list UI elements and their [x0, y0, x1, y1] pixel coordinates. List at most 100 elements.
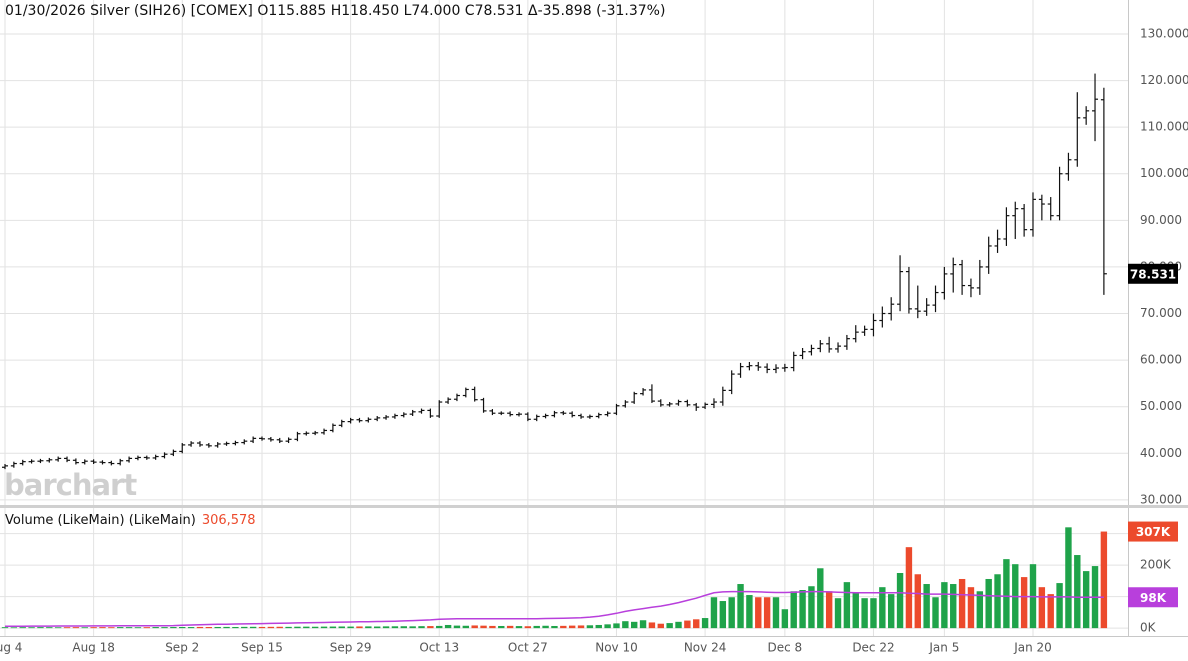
ohlc-bar	[303, 431, 310, 436]
x-tick-label: Jan 20	[1013, 641, 1052, 655]
volume-bar	[790, 591, 797, 629]
ohlc-bar	[214, 442, 221, 448]
volume-bar	[462, 625, 470, 629]
ohlc-bar	[312, 430, 319, 436]
volume-bar	[958, 578, 966, 629]
x-tick-label: Aug 4	[0, 641, 22, 655]
volume-bar	[861, 598, 868, 629]
volume-ma-badge-box	[1128, 587, 1178, 608]
ohlc-bar	[1065, 152, 1072, 181]
ohlc-bar	[950, 257, 957, 293]
volume-bar	[117, 627, 124, 629]
y-tick-label: 50.000	[1140, 399, 1182, 413]
volume-bar	[631, 621, 638, 629]
y-tick-label: 40.000	[1140, 446, 1182, 460]
ohlc-bar	[321, 428, 328, 435]
ohlc-bar	[152, 454, 159, 460]
ohlc-bar	[55, 456, 62, 462]
ohlc-bar	[772, 364, 779, 374]
ohlc-bar	[498, 411, 505, 416]
volume-bar	[143, 627, 150, 629]
volume-bar	[905, 547, 913, 629]
volume-bar	[1082, 571, 1090, 629]
ohlc-bar	[409, 409, 416, 417]
ohlc-bar	[453, 393, 460, 402]
ohlc-bar	[72, 458, 79, 465]
ohlc-bar	[418, 408, 425, 414]
volume-bar	[320, 626, 328, 629]
volume-bar	[258, 626, 266, 629]
ohlc-bar	[134, 455, 141, 461]
volume-bar	[232, 626, 239, 629]
ohlc-bar	[578, 413, 585, 419]
volume-bar	[249, 626, 257, 629]
ohlc-bar	[90, 459, 97, 465]
ohlc-bar	[1047, 197, 1054, 221]
volume-bar	[834, 598, 842, 629]
volume-label: Volume (LikeMain) (LikeMain)	[5, 513, 196, 528]
volume-bar	[81, 627, 88, 629]
volume-bar	[950, 584, 957, 629]
y-tick-label: 70.000	[1140, 306, 1182, 320]
y-tick-label: 30.000	[1140, 492, 1182, 506]
volume-bar	[1003, 559, 1010, 629]
ohlc-bar	[693, 402, 700, 411]
volume-bar	[799, 590, 806, 629]
volume-bar	[54, 627, 62, 629]
volume-bar	[701, 618, 709, 629]
ohlc-bar	[188, 441, 195, 447]
volume-bar	[170, 627, 177, 629]
volume-bar	[843, 582, 851, 629]
ohlc-bar	[1003, 207, 1010, 246]
volume-bar	[382, 626, 390, 629]
ohlc-bar	[19, 459, 26, 466]
volume-bar	[241, 626, 248, 629]
ohlc-bar	[835, 342, 842, 353]
ohlc-bar	[648, 384, 655, 403]
volume-bar	[896, 573, 904, 629]
ohlc-bar	[161, 452, 168, 459]
ohlc-bar	[702, 402, 709, 410]
ohlc-bar	[462, 387, 469, 398]
ohlc-bar	[1029, 192, 1036, 237]
volume-bar	[10, 627, 18, 629]
volume-bar	[755, 597, 762, 629]
ohlc-bar	[28, 459, 35, 464]
volume-bar	[37, 627, 44, 629]
volume-bar	[436, 625, 443, 629]
x-tick-label: Oct 13	[419, 641, 459, 655]
x-tick-label: Dec 8	[768, 641, 803, 655]
volume-bar	[506, 625, 514, 629]
volume-bar	[1056, 583, 1063, 629]
ohlc-bar	[179, 443, 186, 454]
ohlc-bar	[250, 436, 257, 444]
ohlc-bar	[196, 441, 203, 447]
y-tick-label: 90.000	[1140, 213, 1182, 227]
ohlc-bar	[515, 412, 522, 417]
ohlc-bar	[285, 437, 292, 444]
ohlc-bar	[99, 460, 106, 465]
x-tick-label: Sep 15	[241, 641, 283, 655]
volume-bar	[542, 625, 549, 629]
ohlc-bar	[329, 423, 336, 433]
ohlc-bar	[37, 458, 44, 464]
y-tick-label: 100.000	[1140, 166, 1188, 180]
ohlc-bar	[1100, 87, 1107, 295]
ohlc-bar	[445, 397, 452, 404]
volume-bar	[781, 609, 789, 629]
volume-bar	[772, 597, 780, 629]
volume-bar	[480, 625, 487, 629]
volume-bar	[99, 627, 106, 629]
ohlc-bar	[1038, 194, 1045, 221]
volume-bar	[941, 582, 948, 629]
volume-last: 306,578	[202, 513, 256, 528]
ohlc-bar	[374, 416, 381, 422]
ohlc-bar	[507, 411, 514, 417]
ohlc-bar	[241, 439, 248, 445]
ohlc-bar	[613, 403, 620, 416]
chart-title: 01/30/2026 Silver (SIH26) [COMEX] O115.8…	[5, 3, 665, 19]
y-tick-label: 130.000	[1140, 26, 1188, 40]
volume-bar	[214, 626, 221, 629]
volume-title: Volume (LikeMain) (LikeMain) 306,578	[5, 513, 256, 528]
